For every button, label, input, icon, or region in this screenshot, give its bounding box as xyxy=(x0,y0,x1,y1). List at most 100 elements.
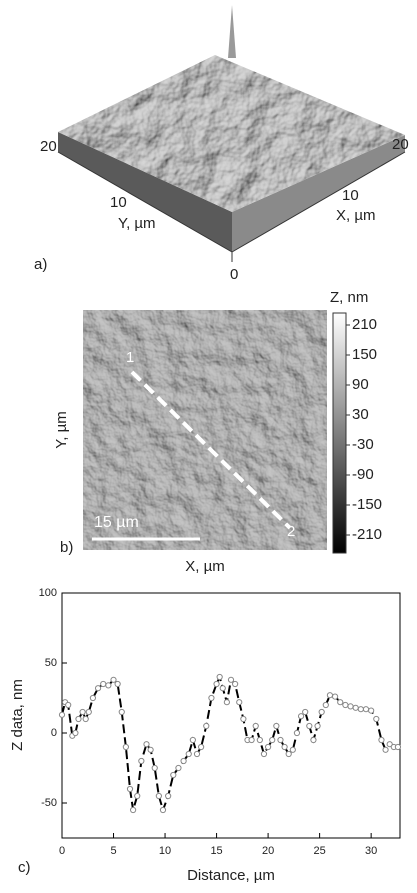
colorbar-tick-label: -210 xyxy=(352,526,382,543)
data-point xyxy=(286,751,291,756)
y-tick-label: -50 xyxy=(41,797,57,809)
data-point xyxy=(265,744,270,749)
data-point xyxy=(156,793,161,798)
y-axis-label: Z data, nm xyxy=(9,679,26,751)
data-point xyxy=(332,694,337,699)
data-point xyxy=(152,765,157,770)
data-point xyxy=(190,737,195,742)
data-point xyxy=(298,714,303,719)
data-point xyxy=(144,742,149,747)
data-point xyxy=(86,709,91,714)
data-point xyxy=(217,674,222,679)
data-point xyxy=(290,747,295,752)
data-point xyxy=(66,702,71,707)
data-point xyxy=(327,693,332,698)
data-point xyxy=(220,686,225,691)
tick-label: 0 xyxy=(230,266,238,283)
data-point xyxy=(363,707,368,712)
panel-label: b) xyxy=(60,539,73,556)
data-point xyxy=(358,707,363,712)
data-point xyxy=(106,683,111,688)
data-point xyxy=(261,751,266,756)
data-point xyxy=(119,709,124,714)
tick-label: 20 xyxy=(40,138,57,155)
x-tick-label: 15 xyxy=(210,845,222,857)
colorbar-tick-label: 150 xyxy=(352,346,377,363)
x-tick-label: 5 xyxy=(110,845,116,857)
data-point xyxy=(274,723,279,728)
data-point xyxy=(348,704,353,709)
data-point xyxy=(237,700,242,705)
data-point xyxy=(171,772,176,777)
data-point xyxy=(343,702,348,707)
colorbar-tick-label: 90 xyxy=(352,376,369,393)
x-tick-label: 10 xyxy=(159,845,171,857)
data-point xyxy=(249,737,254,742)
x-tick-label: 0 xyxy=(59,845,65,857)
x-axis-label: Distance, µm xyxy=(187,867,275,884)
x-tick-label: 20 xyxy=(262,845,274,857)
x-tick-label: 30 xyxy=(365,845,377,857)
data-point xyxy=(95,686,100,691)
data-point xyxy=(76,716,81,721)
data-point xyxy=(323,702,328,707)
colorbar-title: Z, nm xyxy=(330,289,368,306)
data-point xyxy=(181,758,186,763)
x-tick-label: 25 xyxy=(313,845,325,857)
colorbar-tick-label: 30 xyxy=(352,406,369,423)
data-point xyxy=(224,700,229,705)
point-label: 1 xyxy=(126,349,134,366)
data-point xyxy=(111,677,116,682)
data-point xyxy=(90,695,95,700)
axis-label: Y, µm xyxy=(53,411,70,449)
data-point xyxy=(199,744,204,749)
colorbar-tick-label: 210 xyxy=(352,316,377,333)
data-point xyxy=(395,744,400,749)
data-point xyxy=(315,723,320,728)
data-point xyxy=(139,758,144,763)
data-point xyxy=(282,744,287,749)
data-point xyxy=(311,737,316,742)
data-point xyxy=(204,723,209,728)
colorbar xyxy=(333,313,346,553)
tick-label: 10 xyxy=(110,194,127,211)
data-point xyxy=(115,681,120,686)
data-point xyxy=(383,747,388,752)
data-point xyxy=(186,751,191,756)
data-point xyxy=(338,700,343,705)
data-point xyxy=(353,705,358,710)
scale-bar-label: 15 µm xyxy=(94,514,139,531)
data-point xyxy=(176,765,181,770)
colorbar-tick-label: -30 xyxy=(352,436,374,453)
data-point xyxy=(307,723,312,728)
panel-label: c) xyxy=(18,859,31,876)
data-point xyxy=(127,786,132,791)
data-point xyxy=(214,681,219,686)
data-point xyxy=(123,744,128,749)
axis-label: Y, µm xyxy=(118,215,156,232)
data-point xyxy=(131,807,136,812)
data-point xyxy=(148,747,153,752)
data-point xyxy=(253,723,258,728)
figure: a) Y, µm X, µm 0 1 2 15 µm Z, nm X, µm Y… xyxy=(0,0,417,888)
data-point xyxy=(166,793,171,798)
data-point xyxy=(135,793,140,798)
data-point xyxy=(374,716,379,721)
data-point xyxy=(160,807,165,812)
y-tick-label: 100 xyxy=(39,587,57,599)
data-point xyxy=(278,737,283,742)
tick-label: 10 xyxy=(342,187,359,204)
plot-frame xyxy=(62,593,400,838)
axis-label: X, µm xyxy=(185,558,224,575)
data-line xyxy=(62,677,398,810)
axis-label: X, µm xyxy=(336,207,375,224)
colorbar-tick-label: -150 xyxy=(352,496,382,513)
data-point xyxy=(369,708,374,713)
point-label: 2 xyxy=(287,523,295,540)
data-point xyxy=(379,737,384,742)
data-point xyxy=(241,716,246,721)
data-point xyxy=(59,712,64,717)
data-point xyxy=(194,751,199,756)
data-point xyxy=(233,681,238,686)
y-tick-label: 50 xyxy=(45,657,57,669)
